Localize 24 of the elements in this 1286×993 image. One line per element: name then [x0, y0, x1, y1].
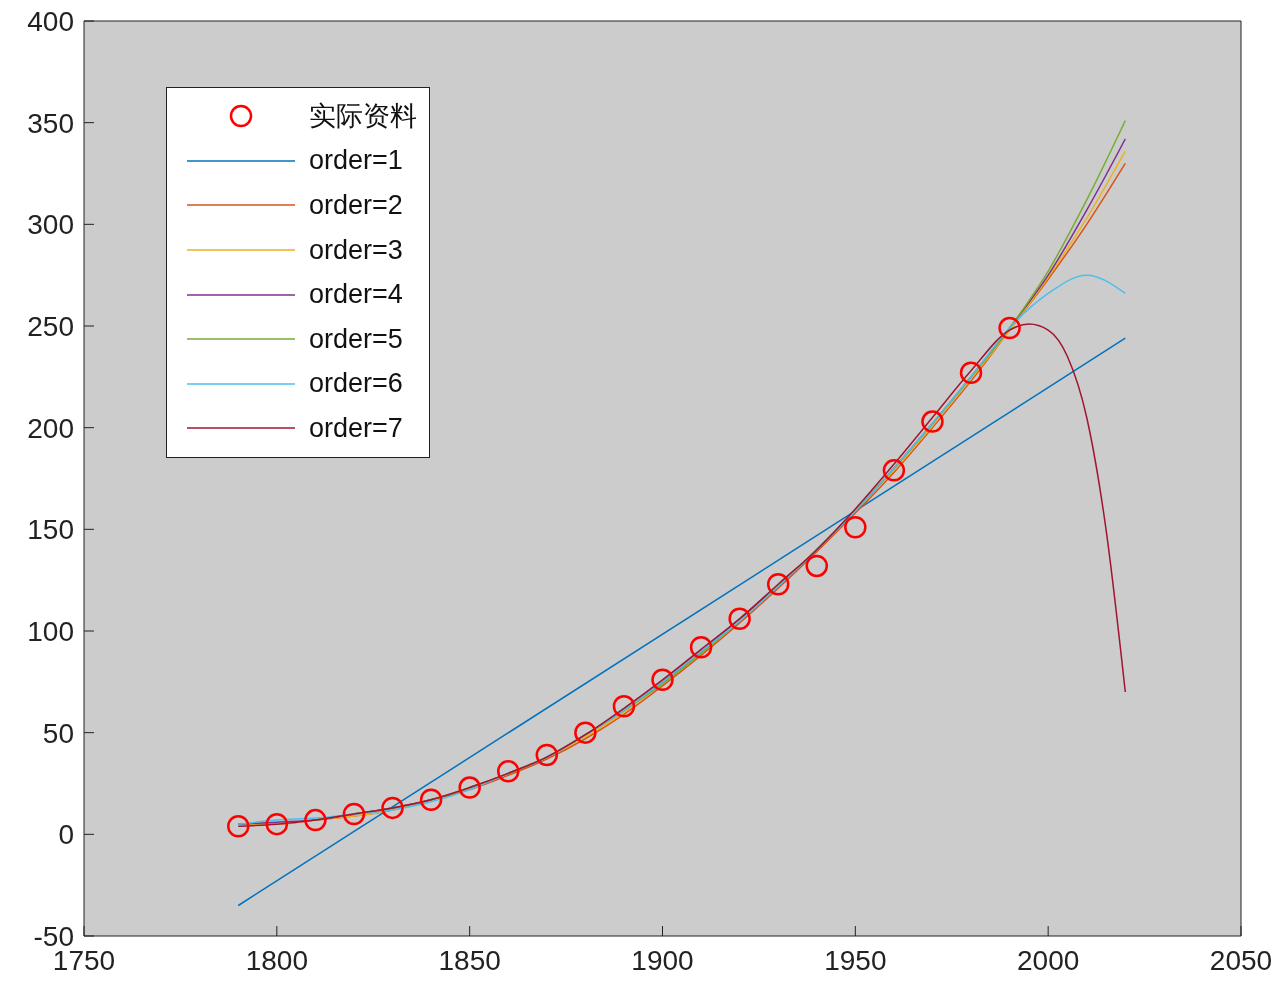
- legend-label: 实际资料: [309, 100, 417, 134]
- legend-label: order=2: [309, 189, 403, 221]
- legend-label: order=7: [309, 412, 403, 444]
- legend-label: order=1: [309, 145, 403, 177]
- legend-label: order=5: [309, 323, 403, 355]
- x-tick-label: 1850: [438, 944, 501, 976]
- x-tick-label: 1950: [824, 944, 887, 976]
- y-tick-label: 50: [42, 717, 74, 749]
- x-tick-label: 2000: [1017, 944, 1080, 976]
- y-tick-label: 200: [27, 412, 74, 444]
- legend-label: order=6: [309, 368, 403, 400]
- y-tick-label: 400: [27, 5, 74, 37]
- y-tick-label: -50: [33, 920, 74, 952]
- y-tick-label: 0: [58, 819, 74, 851]
- x-tick-label: 1800: [245, 944, 308, 976]
- y-tick-label: 350: [27, 107, 74, 139]
- x-tick-label: 2050: [1209, 944, 1273, 976]
- y-tick-label: 250: [27, 310, 74, 342]
- legend-label: order=4: [309, 279, 403, 311]
- y-tick-label: 100: [27, 615, 74, 647]
- y-tick-label: 300: [27, 209, 74, 241]
- y-tick-label: 150: [27, 514, 74, 546]
- legend-label: order=3: [309, 234, 403, 266]
- x-tick-label: 1900: [631, 944, 694, 976]
